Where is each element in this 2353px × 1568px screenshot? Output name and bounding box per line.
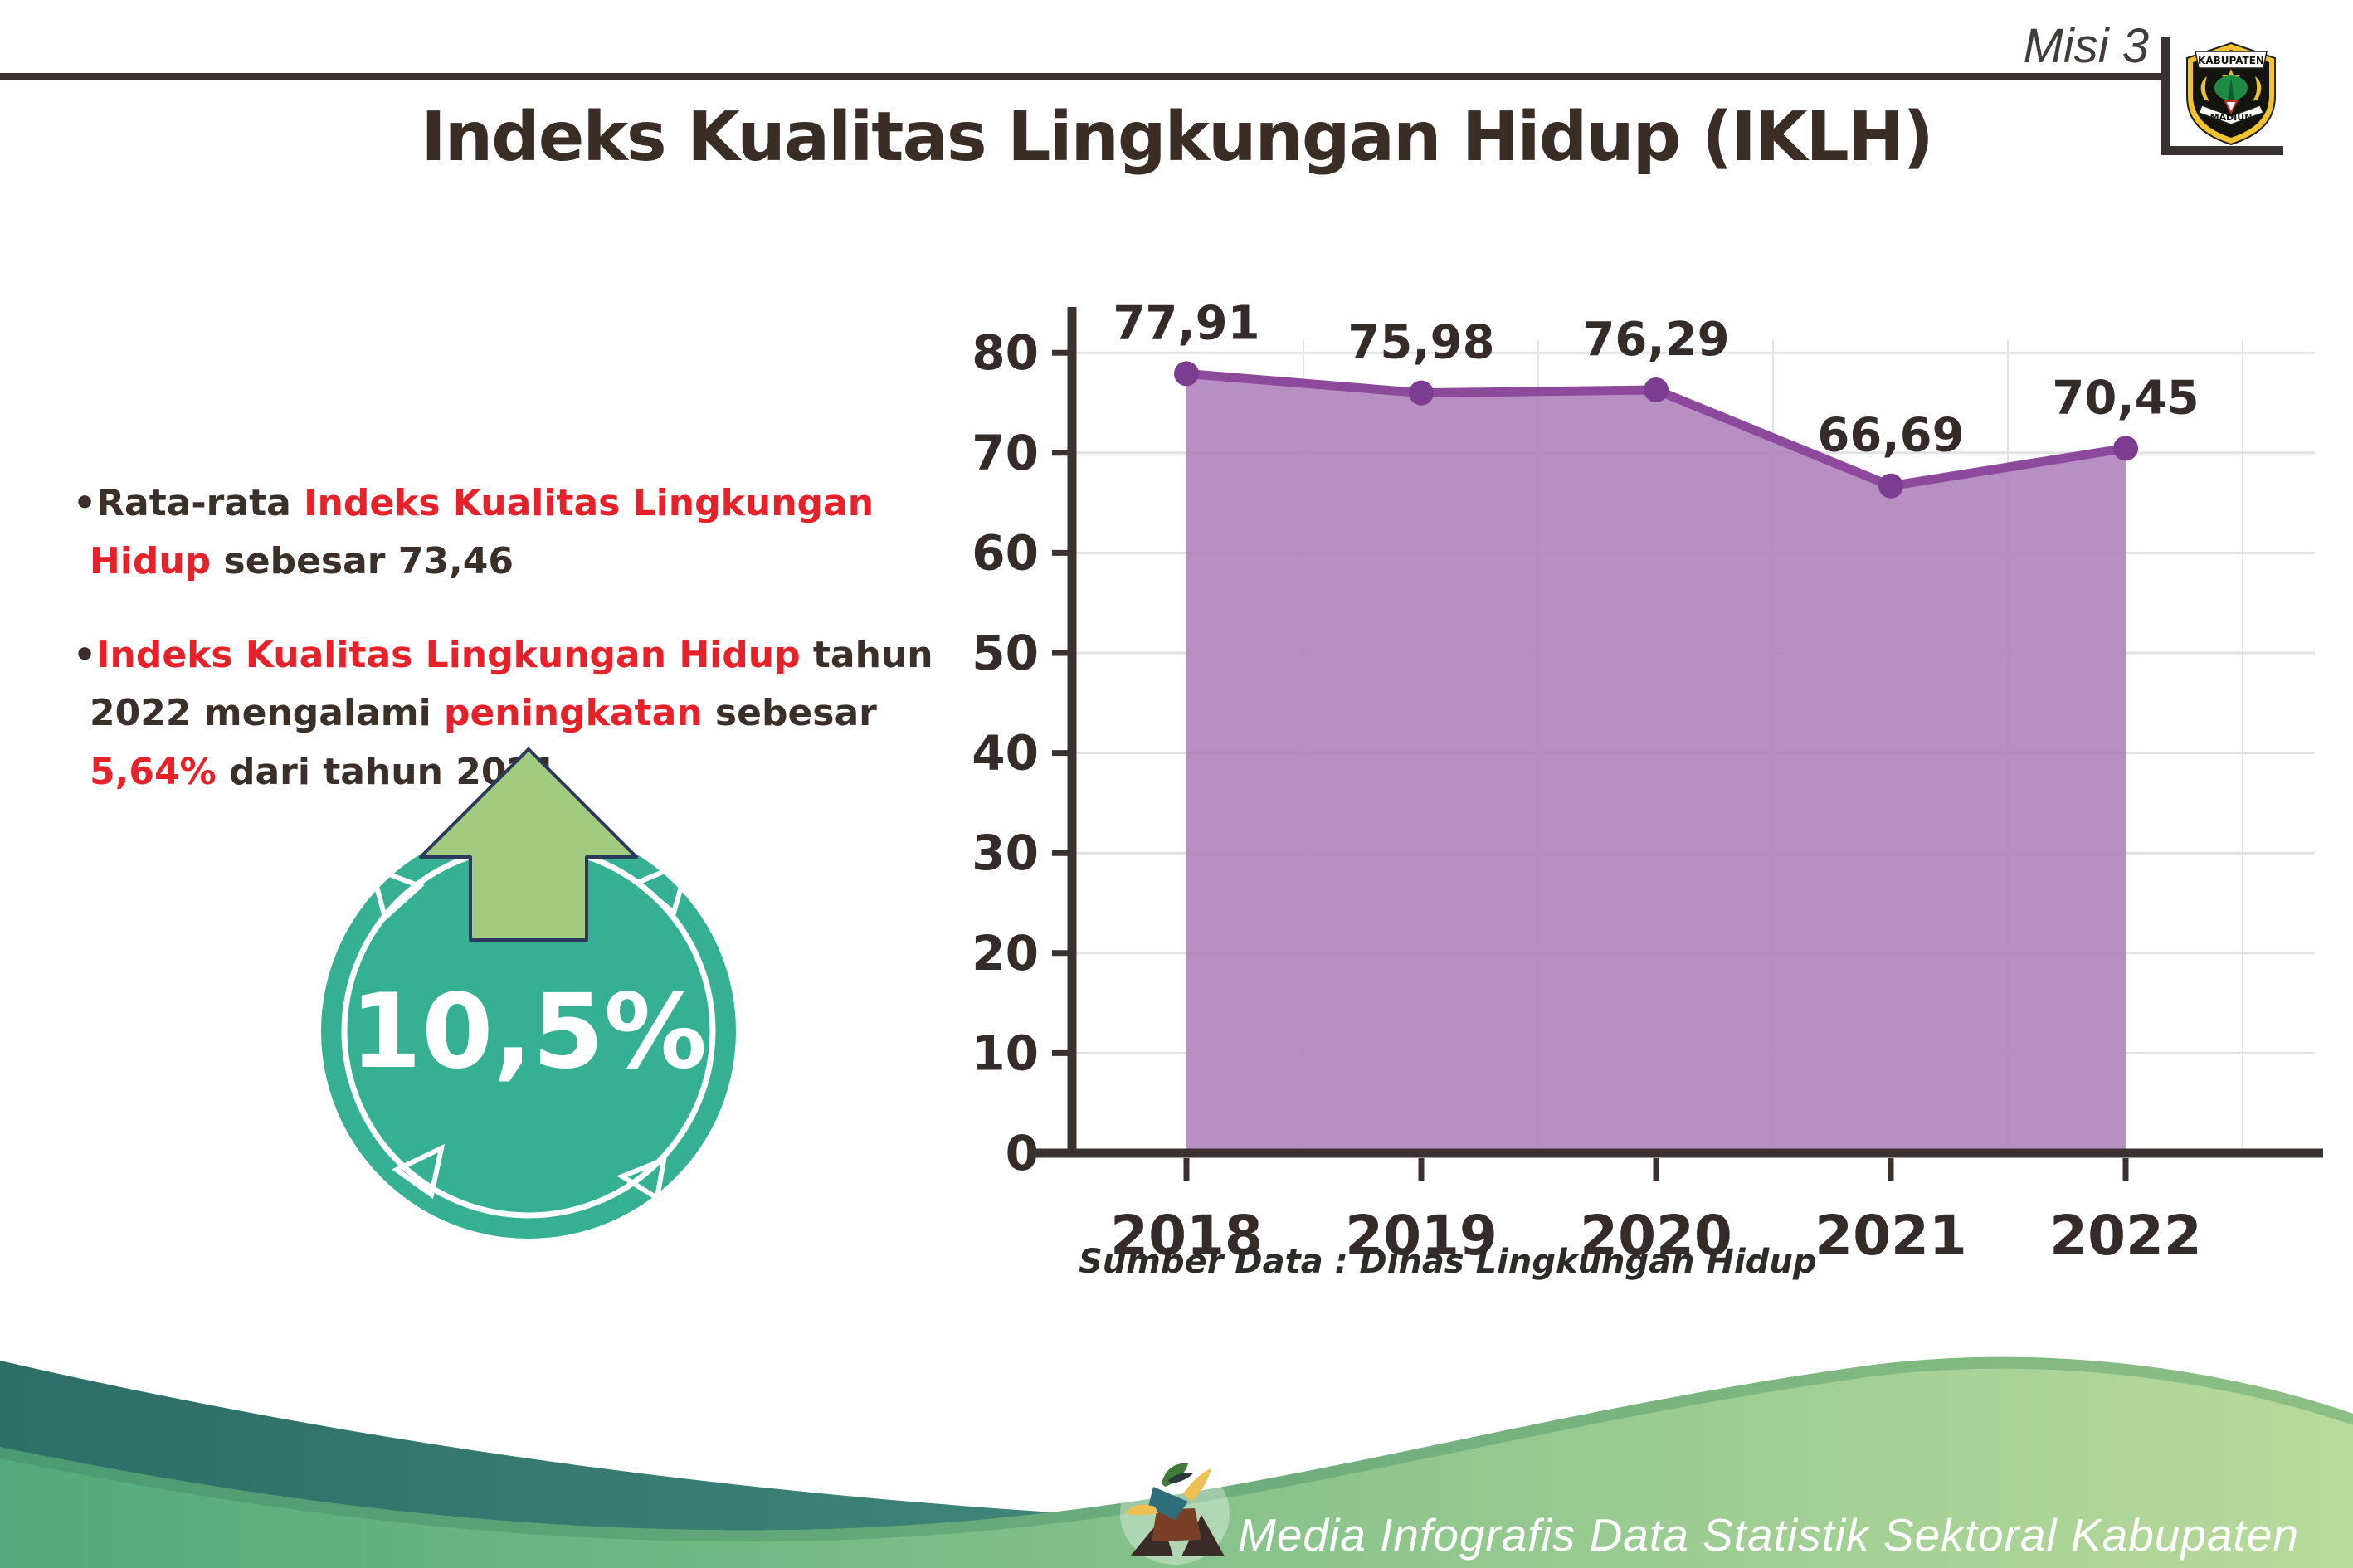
logo-bottom-banner	[2197, 105, 2265, 125]
logo-bracket-horizontal	[2161, 146, 2283, 155]
mascot-head-leaf	[1162, 1463, 1188, 1487]
up-arrow-icon	[419, 747, 638, 942]
footer-wave-green	[0, 1368, 2353, 1568]
footer-credit: Media Infografis Data Statistik Sektoral…	[1238, 1509, 2300, 1568]
bullet-text-run: sebesar 73,46	[211, 540, 514, 583]
bullet-text-run: 5,64%	[90, 750, 217, 793]
source-note: Sumber Data : Dinas Lingkungan Hidup	[1079, 1243, 1817, 1281]
y-tick-label: 30	[972, 825, 1039, 881]
badge-value: 10,5%	[350, 972, 707, 1092]
data-point	[1644, 377, 1669, 402]
summary-bullets: •Rata-rata Indeks Kualitas Lingkungan Hi…	[73, 475, 969, 836]
y-tick-label: 70	[972, 425, 1039, 481]
data-point	[1174, 361, 1199, 387]
bullet-text-run: Indeks Kualitas Lingkungan Hidup	[96, 633, 801, 676]
header-rule	[0, 73, 2161, 80]
data-point	[1409, 380, 1434, 406]
data-label: 75,98	[1347, 316, 1494, 370]
mascot-icon	[1120, 1462, 1230, 1565]
data-label: 66,69	[1817, 409, 1964, 463]
data-label: 77,91	[1113, 296, 1259, 350]
x-tick-label: 2022	[2049, 1204, 2202, 1268]
bullet-text-run: tahun 2022 mengalami	[90, 633, 933, 735]
kabupaten-madiun-logo: KABUPATEN MADIUN	[2186, 41, 2276, 146]
bullet-text-run: •	[73, 633, 97, 676]
data-label: 70,45	[2052, 371, 2199, 425]
logo-top-banner-text: KABUPATEN	[2198, 55, 2264, 66]
logo-bottom-banner-text: MADIUN	[2210, 112, 2253, 123]
mascot-sash	[1148, 1487, 1188, 1520]
y-tick-label: 20	[972, 925, 1039, 981]
data-label: 76,29	[1582, 313, 1729, 367]
logo-tree-trunk	[2228, 78, 2234, 101]
bullet-text-run: sebesar	[702, 692, 877, 735]
increase-badge: 10,5%	[321, 747, 736, 1239]
badge-spark-se	[616, 1156, 667, 1202]
x-tick-label: 2019	[1345, 1204, 1498, 1268]
y-tick-label: 40	[972, 725, 1039, 782]
badge-spark-nw	[368, 864, 425, 923]
x-tick-label: 2020	[1580, 1204, 1732, 1268]
logo-bracket-vertical	[2161, 37, 2170, 155]
badge-spark-sw	[392, 1143, 446, 1200]
logo-center-shield	[2224, 100, 2239, 115]
logo-top-banner	[2195, 51, 2268, 69]
data-point	[1878, 473, 1903, 499]
data-point	[2113, 436, 2138, 461]
area-fill	[1186, 373, 2126, 1153]
page-title: Indeks Kualitas Lingkungan Hidup (IKLH)	[421, 98, 1934, 177]
logo-right-wing	[2253, 76, 2262, 101]
bullet-text-run: peningkatan	[444, 692, 703, 735]
misi-label: Misi 3	[2023, 19, 2149, 73]
logo-left-wing	[2200, 76, 2209, 101]
bullet-increase-2022: •Indeks Kualitas Lingkungan Hidup tahun …	[73, 626, 969, 801]
mascot-left-arm	[1125, 1504, 1158, 1516]
footer-wave	[0, 1356, 2353, 1568]
y-tick-label: 10	[972, 1025, 1039, 1081]
bullet-text-run: Indeks Kualitas Lingkungan Hidup	[90, 482, 874, 583]
x-tick-label: 2018	[1110, 1204, 1263, 1268]
badge-circle	[321, 824, 736, 1239]
badge-spark-ne	[632, 856, 693, 918]
mascot-right-arm	[1183, 1468, 1211, 1502]
y-tick-label: 50	[972, 625, 1039, 681]
mascot-right-leg	[1181, 1515, 1225, 1556]
mascot-torso	[1152, 1508, 1201, 1541]
bullet-average-iklh: •Rata-rata Indeks Kualitas Lingkungan Hi…	[73, 475, 969, 592]
mascot-head-dark	[1168, 1473, 1193, 1483]
footer-wave-teal	[0, 1361, 2353, 1568]
y-tick-label: 80	[972, 324, 1039, 381]
x-tick-label: 2021	[1815, 1204, 1967, 1268]
bullet-text-run: •Rata-rata	[73, 482, 304, 524]
y-tick-label: 60	[972, 524, 1039, 581]
